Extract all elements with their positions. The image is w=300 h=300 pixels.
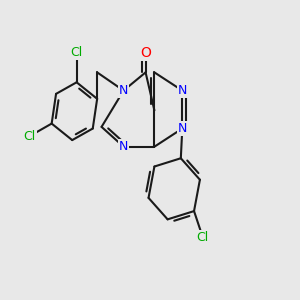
Text: Cl: Cl: [23, 130, 36, 142]
Text: O: O: [140, 46, 151, 60]
Text: N: N: [178, 122, 187, 135]
Text: Cl: Cl: [197, 231, 209, 244]
Text: N: N: [178, 84, 187, 97]
Text: Cl: Cl: [70, 46, 83, 59]
Text: N: N: [119, 84, 128, 97]
Text: N: N: [119, 140, 128, 153]
